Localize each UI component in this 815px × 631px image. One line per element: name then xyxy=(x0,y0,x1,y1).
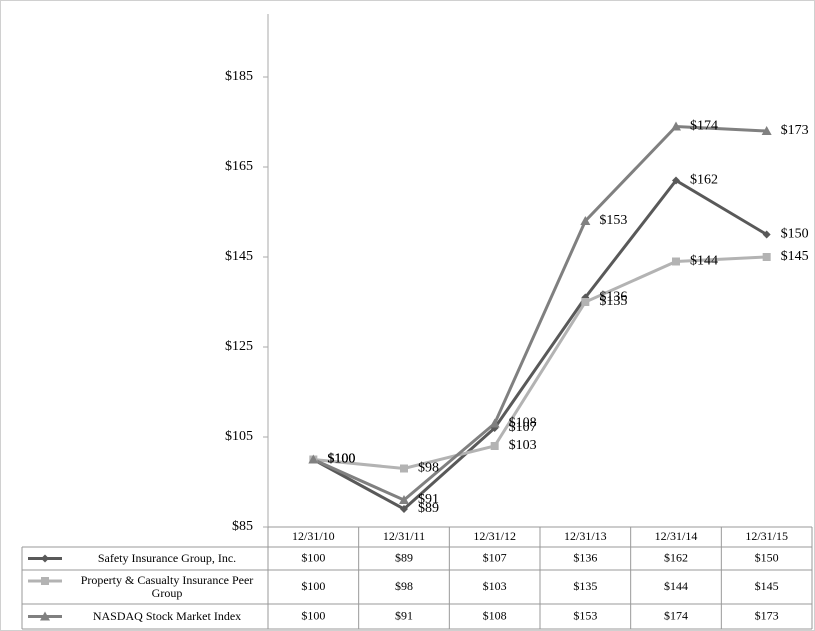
marker xyxy=(400,464,408,473)
table-cell: $153 xyxy=(573,608,597,622)
y-tick-label: $185 xyxy=(225,69,253,84)
marker xyxy=(308,454,319,464)
data-label: $174 xyxy=(690,119,718,134)
data-label: $135 xyxy=(599,294,627,309)
x-tick-label: 12/31/11 xyxy=(383,529,425,543)
data-label: $144 xyxy=(690,254,718,269)
legend-label: Property & Casualty Insurance Peer Group xyxy=(80,573,254,600)
legend-label: NASDAQ Stock Market Index xyxy=(92,609,242,623)
y-tick-label: $125 xyxy=(225,339,253,354)
data-label: $98 xyxy=(418,461,439,476)
data-label: $173 xyxy=(781,123,809,138)
data-label: $108 xyxy=(509,416,537,431)
table-cell: $100 xyxy=(301,608,325,622)
marker xyxy=(672,257,680,266)
data-label: $136 xyxy=(599,290,627,305)
table-cell: $150 xyxy=(755,550,779,564)
legend-entry: Property & Casualty Insurance Peer Group xyxy=(80,573,254,600)
x-tick-label: 12/31/10 xyxy=(292,529,335,543)
table-cell: $135 xyxy=(573,579,597,593)
table-cell: $100 xyxy=(301,550,325,564)
marker xyxy=(490,442,499,450)
y-tick-label: $85 xyxy=(232,519,253,534)
table-cell: $89 xyxy=(395,550,413,564)
table-cell: $103 xyxy=(483,579,507,593)
series-line xyxy=(312,178,768,511)
y-tick-label: $145 xyxy=(225,249,253,264)
data-label: $91 xyxy=(418,492,439,507)
legend-entry: NASDAQ Stock Market Index xyxy=(92,609,242,623)
marker xyxy=(399,495,409,504)
marker xyxy=(489,418,500,428)
marker xyxy=(581,298,590,306)
data-label: $100 xyxy=(327,452,355,467)
table-cell: $98 xyxy=(395,579,413,593)
x-tick-label: 12/31/14 xyxy=(655,529,698,543)
marker xyxy=(580,216,591,225)
marker xyxy=(762,253,771,261)
table-cell: $174 xyxy=(664,608,688,622)
data-label: $153 xyxy=(599,213,627,228)
x-tick-label: 12/31/13 xyxy=(564,529,607,543)
legend-marker xyxy=(41,577,49,585)
marker xyxy=(671,121,681,131)
legend-label: Safety Insurance Group, Inc. xyxy=(97,551,237,565)
data-label: $100 xyxy=(327,452,355,467)
x-tick-label: 12/31/15 xyxy=(745,529,788,543)
data-label: $103 xyxy=(509,438,537,453)
table-cell: $136 xyxy=(573,550,597,564)
table-cell: $144 xyxy=(664,579,688,593)
table-cell: $162 xyxy=(664,550,688,564)
marker xyxy=(400,505,408,513)
x-tick-label: 12/31/12 xyxy=(473,529,516,543)
data-label: $100 xyxy=(327,452,355,467)
y-tick-label: $165 xyxy=(225,159,253,174)
table-cell: $107 xyxy=(483,550,507,564)
marker xyxy=(672,176,680,185)
table-cell: $145 xyxy=(755,579,779,593)
data-label: $145 xyxy=(781,249,809,264)
marker xyxy=(761,126,772,135)
data-label: $150 xyxy=(781,227,809,242)
series-line xyxy=(312,124,767,502)
table-cell: $108 xyxy=(483,608,507,622)
table-cell: $173 xyxy=(755,608,779,622)
legend-marker xyxy=(40,611,50,621)
data-label: $162 xyxy=(690,173,718,188)
data-label: $89 xyxy=(418,501,439,516)
legend-marker xyxy=(41,554,49,563)
legend-entry: Safety Insurance Group, Inc. xyxy=(97,551,237,565)
series-line xyxy=(313,255,767,471)
data-label: $107 xyxy=(509,420,537,435)
table-cell: $91 xyxy=(395,608,413,622)
y-tick-label: $105 xyxy=(225,429,253,444)
table-cell: $100 xyxy=(301,579,325,593)
marker xyxy=(762,230,771,239)
